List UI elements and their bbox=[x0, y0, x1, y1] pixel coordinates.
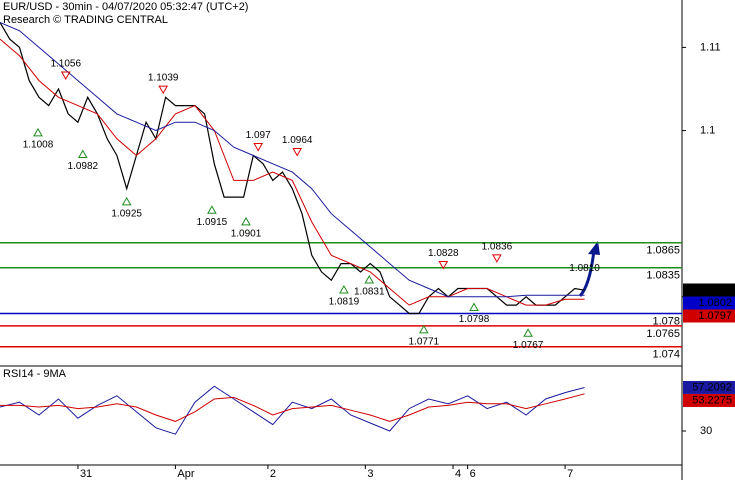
low-label: 1.0798 bbox=[459, 314, 490, 325]
low-marker bbox=[121, 196, 132, 206]
high-marker bbox=[292, 147, 303, 157]
price-annotation: 1.0810 bbox=[569, 263, 600, 274]
high-label: 1.1039 bbox=[148, 73, 179, 84]
chart-subtitle: Research © TRADING CENTRAL bbox=[3, 14, 168, 26]
price-box bbox=[683, 380, 735, 394]
forecast-arrow bbox=[578, 249, 596, 298]
level-label: 1.0865 bbox=[646, 245, 680, 257]
low-label: 1.0819 bbox=[329, 297, 360, 308]
price-box bbox=[683, 393, 735, 407]
price-box bbox=[683, 309, 735, 323]
high-marker bbox=[492, 254, 502, 263]
price-line bbox=[0, 21, 585, 298]
x-tick-label: 7 bbox=[567, 468, 573, 480]
high-label: 1.1056 bbox=[50, 59, 81, 70]
price-line bbox=[0, 38, 585, 306]
low-marker bbox=[523, 328, 533, 337]
low-marker bbox=[418, 324, 429, 334]
level-label: 1.074 bbox=[652, 349, 680, 361]
low-label: 1.0982 bbox=[68, 161, 99, 172]
low-marker bbox=[339, 285, 349, 294]
price-box-label: 57.2092 bbox=[692, 381, 732, 393]
high-marker bbox=[438, 261, 449, 270]
price-box-label: 53.2275 bbox=[692, 394, 732, 406]
level-label: 1.078 bbox=[652, 315, 680, 327]
chart-title: EUR/USD - 30min - 04/07/2020 05:32:47 (U… bbox=[3, 1, 248, 13]
rsi-line bbox=[0, 393, 585, 422]
low-label: 1.0925 bbox=[111, 209, 142, 220]
level-label: 1.0765 bbox=[646, 328, 680, 340]
x-tick-label: Apr bbox=[177, 468, 194, 480]
x-tick-label: 2 bbox=[270, 468, 276, 480]
low-label: 1.0771 bbox=[409, 337, 440, 348]
low-marker bbox=[77, 149, 88, 159]
low-marker bbox=[469, 302, 479, 311]
rsi-tick-label: 30 bbox=[700, 425, 712, 437]
high-marker bbox=[158, 85, 169, 95]
level-label: 1.0835 bbox=[646, 270, 680, 282]
x-tick-label: 4 bbox=[455, 468, 461, 480]
low-label: 1.1008 bbox=[23, 140, 54, 151]
low-label: 1.0915 bbox=[197, 217, 228, 228]
high-label: 1.097 bbox=[246, 130, 271, 141]
low-label: 1.0901 bbox=[231, 228, 262, 239]
high-marker bbox=[253, 142, 264, 152]
low-marker bbox=[241, 216, 251, 226]
low-marker bbox=[364, 275, 375, 284]
high-marker bbox=[60, 71, 71, 80]
forecast-arrow-head bbox=[588, 241, 600, 255]
price-box-label: 1.0802 bbox=[698, 297, 732, 309]
price-box-label: 1.08082 bbox=[692, 284, 732, 296]
price-box bbox=[683, 283, 735, 297]
high-label: 1.0828 bbox=[428, 248, 459, 259]
x-tick-label: 31 bbox=[80, 468, 92, 480]
y-tick-label: 1.1 bbox=[700, 124, 715, 136]
high-label: 1.0964 bbox=[282, 135, 313, 146]
rsi-line bbox=[0, 385, 585, 435]
y-tick-label: 1.11 bbox=[700, 41, 721, 53]
price-box bbox=[683, 296, 735, 310]
high-label: 1.0836 bbox=[482, 242, 513, 253]
low-label: 1.0767 bbox=[513, 340, 544, 351]
low-marker bbox=[207, 205, 217, 214]
low-label: 1.0831 bbox=[354, 287, 385, 298]
x-tick-label: 6 bbox=[470, 468, 476, 480]
rsi-title: RSI14 - 9MA bbox=[3, 368, 67, 380]
low-marker bbox=[33, 127, 43, 137]
price-box-label: 1.0797 bbox=[698, 310, 732, 322]
x-tick-label: 3 bbox=[367, 468, 373, 480]
